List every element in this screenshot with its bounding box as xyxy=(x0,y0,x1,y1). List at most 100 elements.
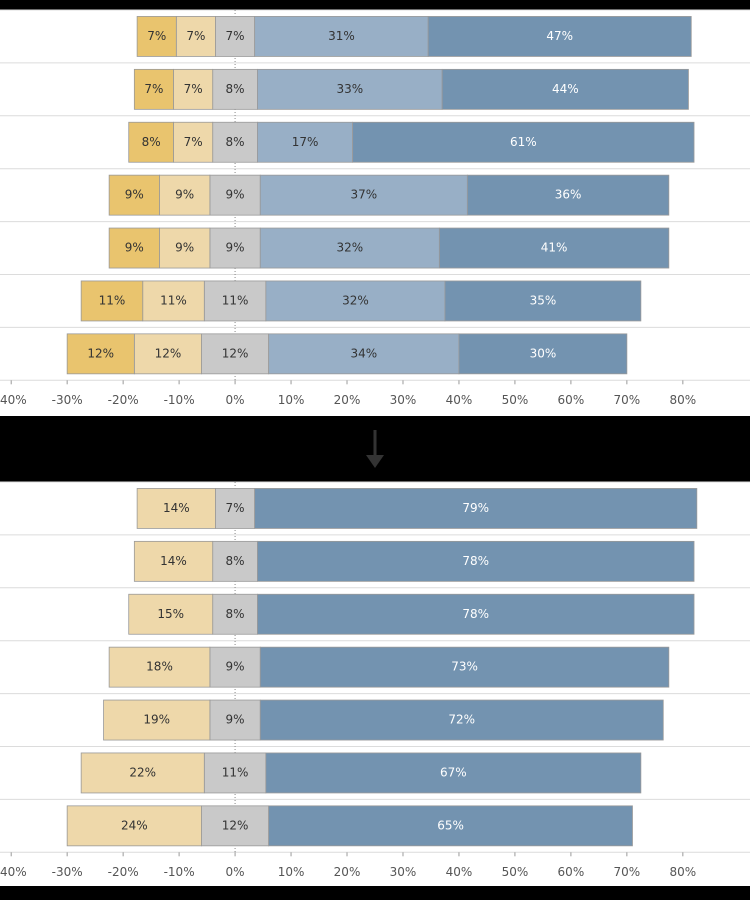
top-band xyxy=(0,0,750,10)
bar-segment xyxy=(438,227,670,269)
x-tick-label: 0% xyxy=(226,865,245,879)
value-label: 72% xyxy=(448,713,475,727)
value-label: 9% xyxy=(125,188,144,202)
bar-segment xyxy=(215,16,256,57)
x-tick-label: 80% xyxy=(669,865,696,879)
bar-segment xyxy=(133,68,174,110)
value-label: 67% xyxy=(440,765,467,779)
arrow-head xyxy=(366,455,384,468)
x-tick-label: 80% xyxy=(669,393,696,407)
bottom-band xyxy=(0,886,750,900)
bar-segment xyxy=(66,805,202,847)
bar-segment xyxy=(265,280,446,322)
value-label: 8% xyxy=(226,82,245,96)
value-label: 8% xyxy=(142,135,161,149)
value-label: 8% xyxy=(226,607,245,621)
value-label: 34% xyxy=(350,346,377,360)
value-label: 32% xyxy=(342,293,369,307)
value-label: 9% xyxy=(226,241,245,255)
value-label: 7% xyxy=(147,29,166,43)
value-label: 19% xyxy=(143,713,170,727)
bar-segment xyxy=(136,488,216,529)
value-label: 11% xyxy=(222,765,249,779)
bar-segment xyxy=(212,68,258,110)
value-label: 9% xyxy=(125,241,144,255)
value-label: 9% xyxy=(226,660,245,674)
bar-segment xyxy=(209,227,261,269)
value-label: 73% xyxy=(451,660,478,674)
value-label: 9% xyxy=(226,713,245,727)
x-tick-label: 10% xyxy=(278,393,305,407)
value-label: 22% xyxy=(129,765,156,779)
value-label: 7% xyxy=(226,29,245,43)
value-label: 33% xyxy=(336,82,363,96)
bar-segment xyxy=(257,593,695,635)
x-tick-label: 20% xyxy=(334,393,361,407)
value-label: 8% xyxy=(226,554,245,568)
bar-segment xyxy=(268,805,633,847)
bar-segment xyxy=(265,752,642,794)
bar-segment xyxy=(215,488,256,529)
value-label: 78% xyxy=(462,554,489,568)
bar-segment xyxy=(254,16,429,57)
bar-segment xyxy=(159,227,211,269)
x-tick-label: 20% xyxy=(334,865,361,879)
x-tick-label: 0% xyxy=(226,393,245,407)
value-label: 78% xyxy=(462,607,489,621)
bar-segment xyxy=(209,174,261,216)
x-tick-label: 40% xyxy=(446,393,473,407)
bar-segment xyxy=(458,333,628,375)
bar-segment xyxy=(212,593,258,635)
value-label: 7% xyxy=(226,501,245,515)
value-label: 12% xyxy=(155,346,182,360)
bar-segment xyxy=(259,699,664,741)
value-label: 12% xyxy=(87,346,114,360)
x-tick-label: 70% xyxy=(614,865,641,879)
value-label: 65% xyxy=(437,818,464,832)
x-tick-label: -30% xyxy=(52,865,83,879)
value-label: 15% xyxy=(157,607,184,621)
bar-segment xyxy=(159,174,211,216)
value-label: 47% xyxy=(546,29,573,43)
value-label: 31% xyxy=(328,29,355,43)
value-label: 7% xyxy=(184,135,203,149)
bar-segment xyxy=(142,280,205,322)
bar-segment xyxy=(136,16,177,57)
x-tick-label: 60% xyxy=(558,865,585,879)
bar-segment xyxy=(257,540,695,582)
value-label: 41% xyxy=(541,241,568,255)
bar-segment xyxy=(352,121,695,163)
x-tick-label: 50% xyxy=(502,393,529,407)
bar-segment xyxy=(268,333,460,375)
value-label: 9% xyxy=(226,188,245,202)
bar-segment xyxy=(108,646,211,688)
bar-segment xyxy=(133,540,214,582)
x-tick-label: 50% xyxy=(502,865,529,879)
value-label: 7% xyxy=(186,29,205,43)
x-tick-label: -30% xyxy=(52,393,83,407)
bar-segment xyxy=(257,121,354,163)
value-label: 7% xyxy=(184,82,203,96)
bar-segment xyxy=(201,333,270,375)
value-label: 79% xyxy=(462,501,489,515)
value-label: 14% xyxy=(160,554,187,568)
value-label: 18% xyxy=(146,660,173,674)
value-label: 11% xyxy=(222,293,249,307)
value-label: 37% xyxy=(350,188,377,202)
bar-segment xyxy=(427,16,692,57)
value-label: 35% xyxy=(530,293,557,307)
x-tick-label: 30% xyxy=(390,865,417,879)
bar-segment xyxy=(441,68,689,110)
x-tick-label: 60% xyxy=(558,393,585,407)
value-label: 36% xyxy=(555,188,582,202)
value-label: 30% xyxy=(530,346,557,360)
bar-segment xyxy=(209,646,261,688)
bar-segment xyxy=(128,593,214,635)
bar-segment xyxy=(80,752,205,794)
value-label: 61% xyxy=(510,135,537,149)
bar-segment xyxy=(66,333,135,375)
bar-segment xyxy=(80,280,144,322)
bar-segment xyxy=(108,227,160,269)
x-tick-label: -20% xyxy=(108,393,139,407)
